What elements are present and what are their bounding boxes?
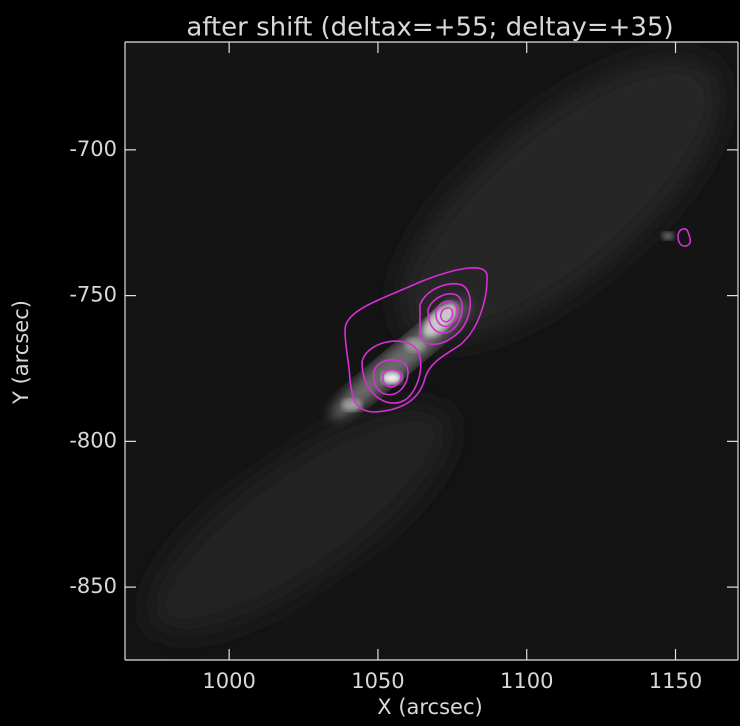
y-tick-label: -800 — [69, 428, 117, 452]
y-tick-label: -850 — [69, 574, 117, 598]
image-bright — [662, 232, 674, 240]
solar-image — [118, 10, 740, 672]
x-axis-label: X (arcsec) — [377, 695, 482, 719]
image-bright — [342, 399, 362, 411]
chart: after shift (deltax=+55; deltay=+35) X (… — [0, 0, 740, 726]
chart-title: after shift (deltax=+55; deltay=+35) — [186, 13, 673, 43]
y-tick-label: -700 — [69, 137, 117, 161]
y-axis-label: Y (arcsec) — [9, 300, 33, 405]
y-tick-label: -750 — [69, 283, 117, 307]
x-tick-label: 1050 — [351, 669, 404, 693]
page: after shift (deltax=+55; deltay=+35) X (… — [0, 0, 740, 726]
x-tick-label: 1150 — [649, 669, 702, 693]
x-tick-label: 1000 — [202, 669, 255, 693]
x-tick-label: 1100 — [500, 669, 553, 693]
